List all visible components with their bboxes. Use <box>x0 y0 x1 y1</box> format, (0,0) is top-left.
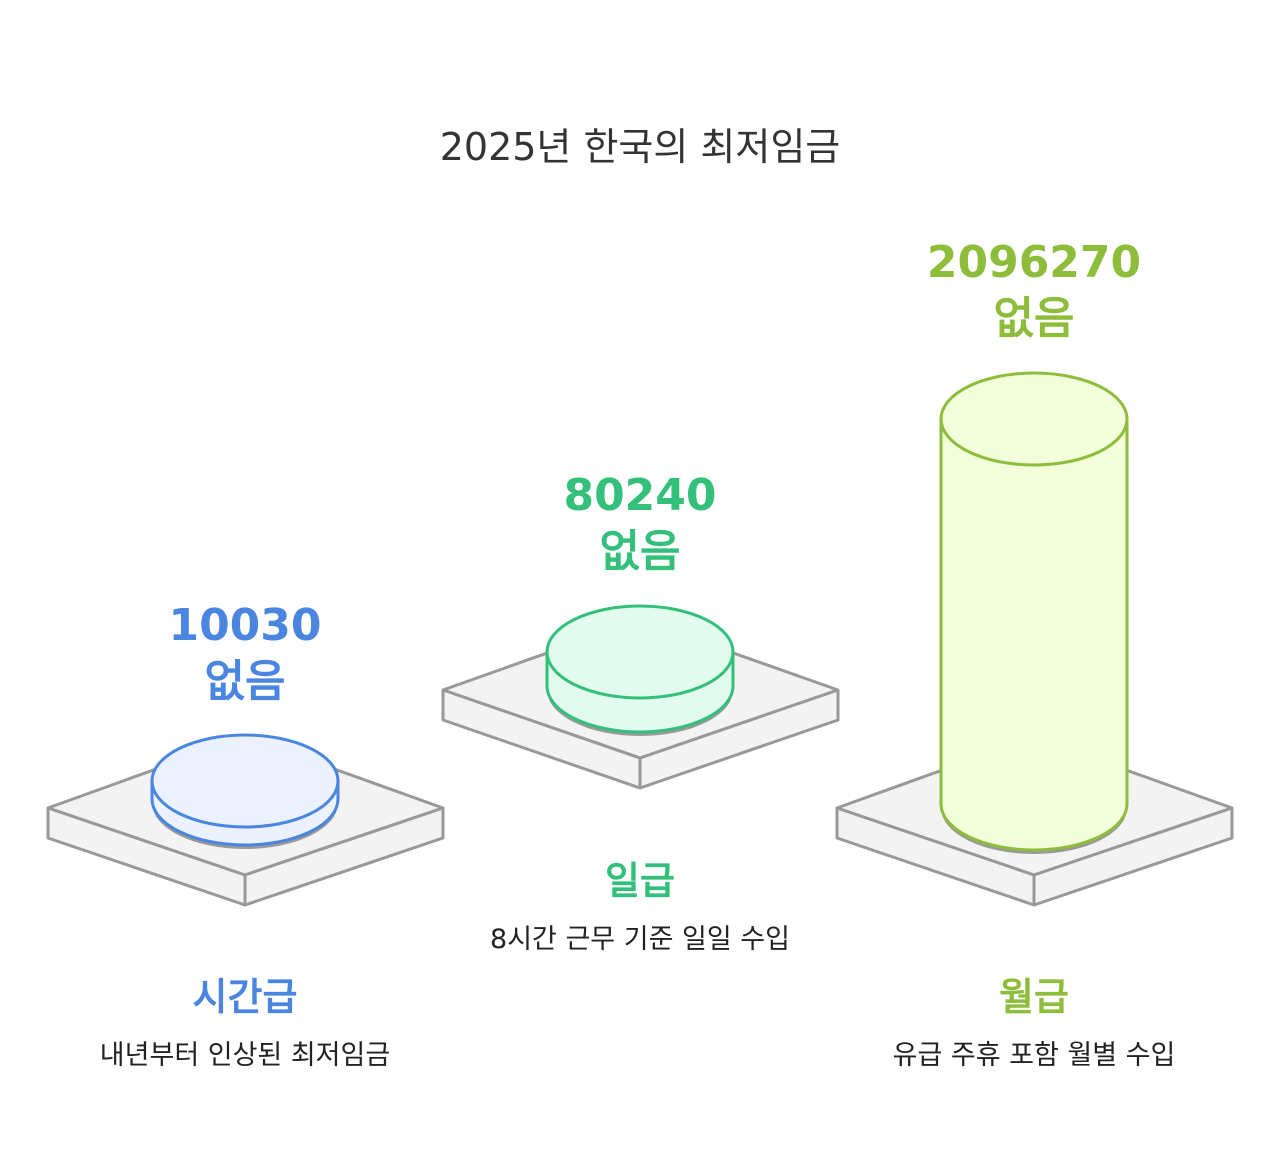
cylinder-daily <box>545 604 735 736</box>
daily-label: 일급 <box>605 859 675 903</box>
monthly-description: 유급 주휴 포함 월별 수입 <box>892 1040 1176 1071</box>
monthly-unit: 없음 <box>993 293 1075 344</box>
daily-unit: 없음 <box>599 526 681 577</box>
hourly-value-block: 10030 없음 <box>95 598 395 710</box>
hourly-description: 내년부터 인상된 최저임금 <box>99 1040 391 1071</box>
cylinder-hourly <box>150 733 340 849</box>
daily-description: 8시간 근무 기준 일일 수입 <box>490 924 790 955</box>
cylinder-monthly <box>939 371 1129 854</box>
hourly-unit: 없음 <box>204 656 286 707</box>
daily-value: 80240 <box>563 470 717 521</box>
diagram-title: 2025년 한국의 최저임금 <box>439 125 841 169</box>
monthly-label: 월급 <box>999 975 1069 1019</box>
hourly-label: 시간급 <box>192 975 298 1019</box>
monthly-value-block: 2096270 없음 <box>884 235 1184 347</box>
hourly-value: 10030 <box>168 600 322 651</box>
daily-value-block: 80240 없음 <box>490 468 790 580</box>
monthly-value: 2096270 <box>926 237 1142 288</box>
